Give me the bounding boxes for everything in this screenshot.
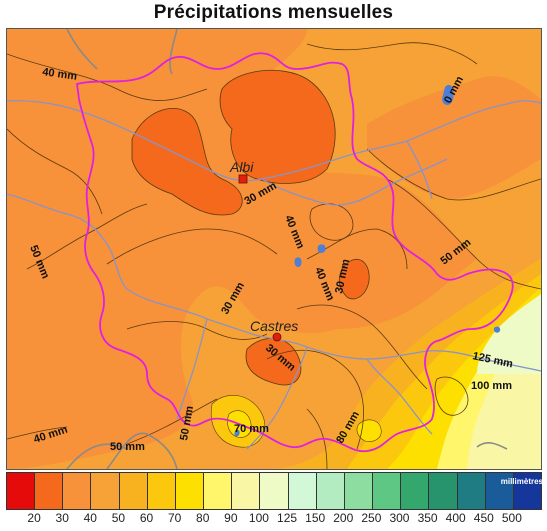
legend-tick: 150	[305, 511, 326, 525]
legend-tick: 60	[139, 511, 154, 525]
legend-tick: 450	[473, 511, 494, 525]
legend-swatch	[7, 473, 36, 509]
contour-label: 50 mm	[110, 441, 145, 453]
precip-zone-30-east	[338, 259, 370, 300]
precip-zone-30-albi	[131, 108, 243, 216]
legend-tick-labels: 20 30 40 50 60 70 80 90 100 125 150 200 250 300 350 400…	[6, 511, 540, 527]
neighbour-borders	[66, 29, 508, 469]
legend-swatch	[457, 473, 486, 509]
legend-tick: 70	[167, 511, 182, 525]
legend-tick: 300	[389, 511, 410, 525]
legend-tick: 20	[27, 511, 41, 525]
legend-swatch	[147, 473, 176, 509]
legend-tick: 125	[277, 511, 298, 525]
legend-swatch	[35, 473, 64, 509]
lakes	[234, 84, 501, 437]
legend-tick: 50	[111, 511, 126, 525]
legend-swatch	[232, 473, 261, 509]
precip-zone-south-small	[356, 419, 382, 442]
legend-swatch	[401, 473, 430, 509]
legend-swatch	[175, 473, 205, 509]
legend-unit-label: millimètres	[500, 477, 543, 486]
legend-tick: 80	[196, 511, 210, 525]
precip-zone-30-north	[219, 69, 336, 184]
albi-label: Albi	[229, 159, 254, 175]
legend-tick: 250	[361, 511, 382, 525]
legend-swatch	[91, 473, 120, 509]
legend-swatch	[485, 473, 514, 509]
legend-swatch	[260, 473, 289, 509]
legend-color-scale	[6, 472, 542, 510]
precipitation-map[interactable]: Albi Castres 40 mm 0 mm 50 mm 30 mm 40 m…	[6, 28, 542, 470]
contour-label: 50 mm	[178, 405, 196, 442]
map-canvas: Albi Castres 40 mm 0 mm 50 mm 30 mm 40 m…	[7, 29, 541, 469]
albi-marker[interactable]	[238, 174, 248, 184]
legend-tick: 200	[333, 511, 354, 525]
legend-swatch	[429, 473, 458, 509]
precip-zone-40-ne	[367, 76, 541, 199]
legend-swatch	[204, 473, 233, 509]
contour-lines	[7, 42, 541, 469]
legend-swatch	[316, 473, 345, 509]
legend-tick: 40	[83, 511, 97, 525]
legend-swatch	[119, 473, 148, 509]
legend-tick: 350	[417, 511, 438, 525]
legend-swatch	[288, 473, 317, 509]
legend-swatch	[63, 473, 92, 509]
map-title: Précipitations mensuelles	[153, 2, 394, 23]
legend-swatch	[373, 473, 402, 509]
castres-label: Castres	[250, 318, 298, 334]
contour-label: 70 mm	[234, 423, 269, 435]
legend-swatch	[513, 473, 541, 509]
castres-marker[interactable]	[272, 332, 282, 342]
legend-swatch	[344, 473, 374, 509]
department-border	[76, 52, 514, 453]
legend-tick: 100	[248, 511, 269, 525]
legend-tick: 400	[445, 511, 466, 525]
precip-zone-40	[7, 29, 477, 469]
contour-label: 40 mm	[42, 66, 78, 83]
legend-tick: 90	[224, 511, 238, 525]
precip-zone-125	[477, 294, 541, 374]
rivers	[7, 100, 541, 450]
legend-tick: 500	[501, 511, 522, 525]
legend-tick: 30	[55, 511, 69, 525]
contour-label: 100 mm	[471, 380, 512, 392]
